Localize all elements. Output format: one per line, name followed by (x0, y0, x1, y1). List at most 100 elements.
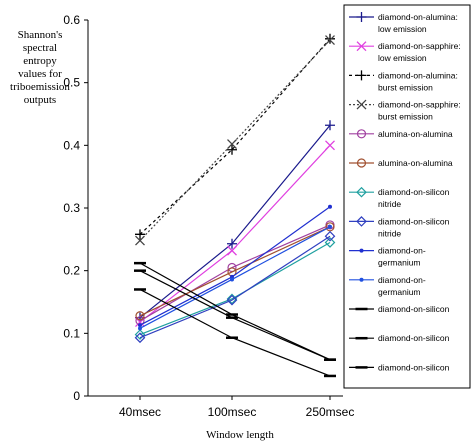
series-line (139, 235, 331, 339)
x-tick-label: 250msec (306, 405, 355, 419)
series-line (139, 144, 331, 323)
diamond-marker (134, 329, 146, 340)
legend-label: low emission (378, 24, 427, 34)
data-series (134, 237, 336, 340)
legend-box (343, 4, 471, 389)
legend-item: diamond-on-alumina: low emission (349, 12, 458, 34)
y-tick-label: 0.3 (63, 201, 80, 215)
plus-marker (227, 144, 237, 155)
y-tick-label: 0.4 (63, 138, 80, 152)
legend: diamond-on-alumina:low emissiondiamond-o… (343, 4, 471, 389)
y-tick-label: 0 (73, 389, 80, 403)
plus-marker (356, 12, 367, 22)
y-axis-title-line: spectral (23, 42, 57, 54)
series-line (139, 124, 331, 319)
dot-marker (359, 248, 364, 253)
legend-item: diamond-on-silicon nitride (349, 216, 450, 238)
dot-marker (138, 326, 142, 331)
diamond-marker (324, 230, 336, 242)
plus-marker (227, 238, 237, 249)
y-axis-title-line: triboemission (10, 81, 70, 93)
legend-label: diamond-on-sapphire: (378, 100, 461, 110)
x-marker (356, 41, 367, 52)
data-series (134, 230, 336, 344)
legend-label: burst emission (378, 112, 433, 122)
plus-marker (356, 70, 367, 81)
series-line (139, 241, 331, 336)
plus-marker (325, 33, 335, 44)
y-axis-title-line: values for (18, 68, 62, 80)
diamond-marker (356, 216, 367, 227)
data-series (135, 33, 335, 240)
legend-item: diamond-on-silicon (349, 333, 450, 343)
data-series (135, 222, 335, 321)
legend-item: alumina-on-alumina (349, 158, 453, 168)
data-series (135, 120, 335, 323)
diamond-marker (226, 294, 238, 306)
legend-label: alumina-on-alumina (378, 158, 453, 168)
series-line (139, 226, 331, 329)
data-series (135, 35, 335, 246)
series-line (139, 226, 331, 317)
x-axis-title: Window length (206, 429, 274, 441)
x-marker (356, 99, 367, 110)
legend-item: diamond-on-germanium (349, 275, 426, 297)
data-series (134, 269, 336, 361)
x-marker (135, 235, 145, 246)
legend-item: diamond-on-silicon (349, 304, 450, 314)
legend-label: diamond-on-sapphire: (378, 41, 461, 51)
legend-label: diamond-on-silicon (378, 304, 450, 314)
legend-label: diamond-on- (378, 246, 426, 256)
legend-item: diamond-on-germanium (349, 246, 426, 268)
legend-label: nitride (378, 199, 401, 209)
y-tick-label: 0.6 (63, 13, 80, 27)
circle-marker (325, 222, 335, 232)
diamond-marker (324, 237, 336, 248)
dot-marker (230, 277, 234, 282)
x-marker (227, 139, 237, 150)
legend-label: diamond-on- (378, 275, 426, 285)
plus-marker (325, 120, 335, 131)
diamond-marker (356, 186, 367, 198)
diamond-marker (134, 332, 146, 344)
data-series (135, 140, 335, 328)
y-axis-title-line: Shannon's (18, 29, 63, 41)
legend-label: alumina-on-alumina (378, 129, 453, 139)
y-axis-title-line: entropy (23, 55, 57, 67)
legend-label: germanium (378, 287, 421, 297)
legend-item: diamond-on-sapphire: burst emission (349, 100, 461, 122)
legend-item: diamond-on-silicon (349, 362, 450, 372)
legend-label: burst emission (378, 82, 433, 92)
legend-label: diamond-on-silicon (378, 362, 450, 372)
legend-label: nitride (378, 228, 401, 238)
data-series (138, 224, 332, 331)
legend-label: diamond-on-alumina: (378, 70, 458, 80)
legend-item: diamond-on-alumina: burst emission (349, 70, 458, 92)
y-tick-label: 0.1 (63, 326, 80, 340)
x-tick-label: 100msec (208, 405, 257, 419)
legend-label: diamond-on-silicon (378, 187, 450, 197)
x-marker (325, 140, 335, 151)
dot-marker (328, 204, 332, 209)
dot-marker (359, 277, 364, 282)
legend-item: diamond-on-silicon nitride (349, 186, 450, 209)
dot-marker (328, 224, 332, 229)
circle-marker (356, 158, 367, 168)
legend-label: diamond-on-silicon (378, 216, 450, 226)
legend-item: diamond-on-sapphire: low emission (349, 41, 461, 63)
legend-label: low emission (378, 53, 427, 63)
x-marker (227, 245, 237, 256)
data-series (135, 220, 335, 326)
y-tick-label: 0.2 (63, 264, 80, 278)
dot-marker (138, 323, 142, 328)
legend-label: germanium (378, 258, 421, 268)
legend-label: diamond-on-alumina: (378, 12, 458, 22)
y-tick-label: 0.5 (63, 76, 80, 90)
x-marker (325, 35, 335, 46)
series-line (139, 38, 331, 235)
y-axis-title-line: outputs (24, 94, 56, 106)
legend-item: alumina-on-alumina (349, 129, 453, 139)
data-series (134, 288, 336, 378)
legend-label: diamond-on-silicon (378, 333, 450, 343)
